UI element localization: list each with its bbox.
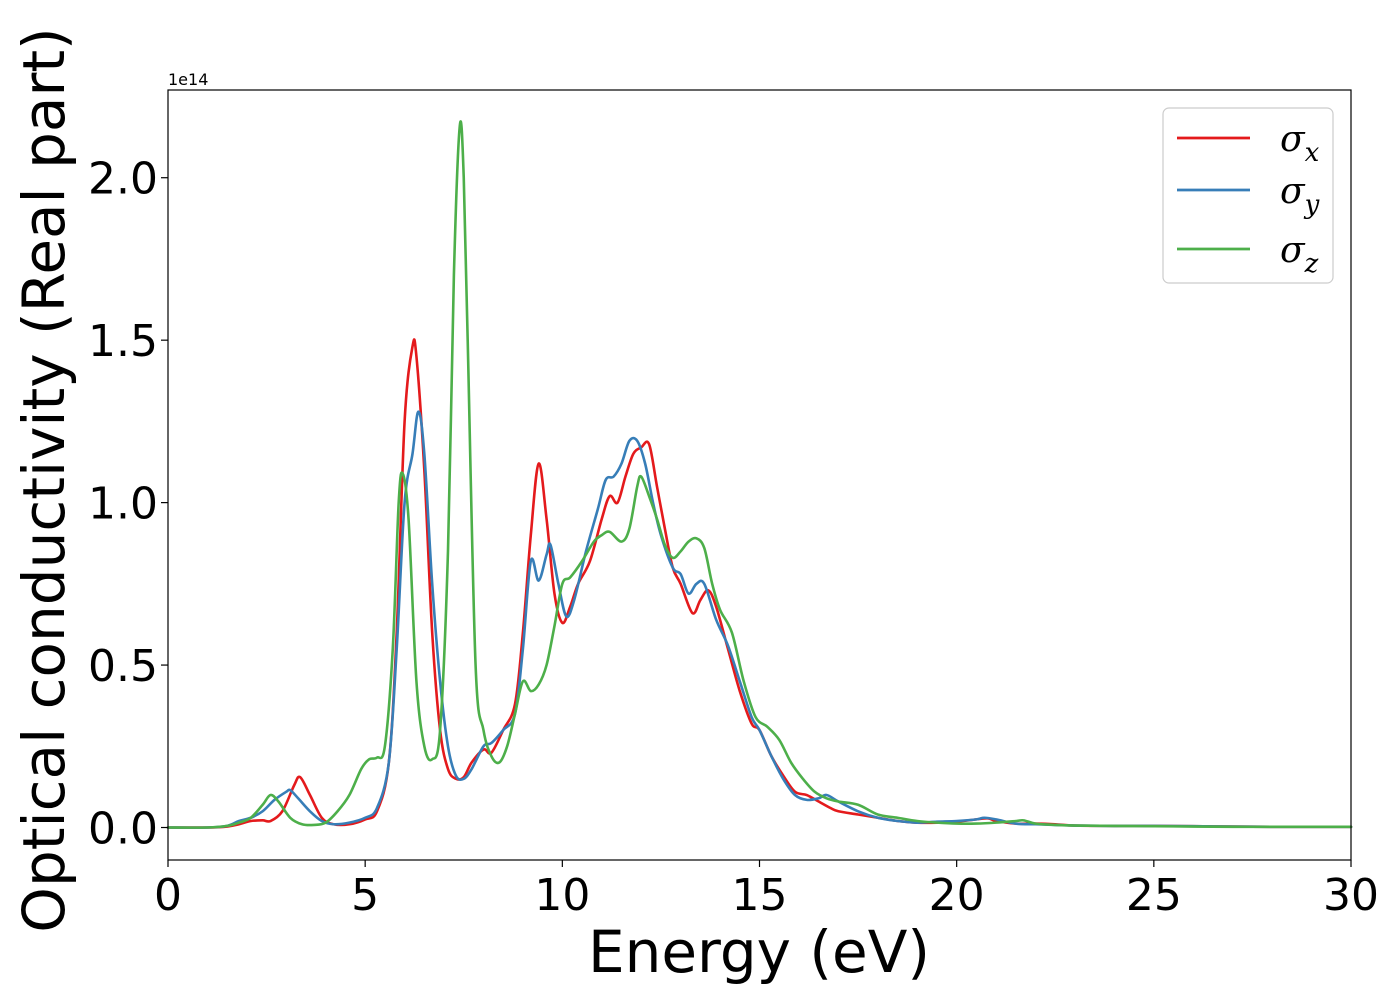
series-line-z [166, 120, 1353, 829]
x-tick-label: 5 [351, 870, 379, 921]
y-tick-label: 0.5 [88, 641, 158, 692]
y-axis-title: Optical conductivity (Real part) [10, 27, 78, 932]
legend-subscript: y [1304, 190, 1320, 220]
legend-symbol: σ [1280, 119, 1306, 160]
x-tick-label: 0 [154, 870, 182, 921]
legend-subscript: z [1304, 249, 1319, 279]
y-tick-label: 0.0 [88, 804, 158, 855]
series-line-y [166, 410, 1353, 829]
plot-lines [166, 120, 1353, 829]
legend-symbol: σ [1280, 230, 1306, 271]
legend-label-x: σx [1280, 119, 1320, 168]
legend-label-y: σy [1280, 171, 1320, 220]
x-axis-title: Energy (eV) [588, 918, 930, 986]
x-tick-label: 30 [1323, 870, 1379, 921]
legend-symbol: σ [1280, 171, 1306, 212]
legend-label-z: σz [1280, 230, 1319, 279]
y-tick-label: 1.0 [88, 479, 158, 530]
x-tick-label: 10 [534, 870, 590, 921]
x-axis-ticks: 0 5 10 15 20 25 30 [154, 860, 1379, 921]
legend-box [1162, 107, 1334, 284]
y-offset-label: 1e14 [168, 70, 208, 89]
y-tick-label: 2.0 [88, 154, 158, 205]
x-tick-label: 15 [732, 870, 788, 921]
x-tick-label: 20 [929, 870, 985, 921]
y-tick-label: 1.5 [88, 316, 158, 367]
legend-subscript: x [1305, 138, 1320, 168]
x-tick-label: 25 [1126, 870, 1182, 921]
y-axis-ticks: 0.0 0.5 1.0 1.5 2.0 [88, 154, 168, 855]
